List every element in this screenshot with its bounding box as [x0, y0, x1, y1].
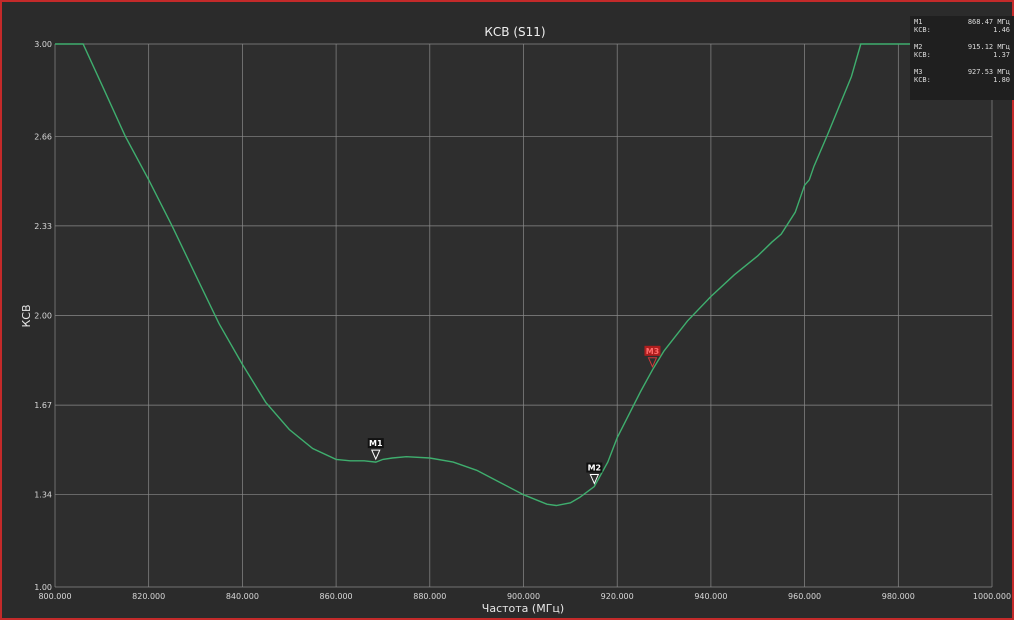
x-tick-label: 960.000: [788, 592, 821, 601]
y-tick-label: 1.67: [34, 401, 52, 410]
marker-label: M2: [588, 464, 602, 473]
x-tick-label: 1000.000: [973, 592, 1011, 601]
marker-readout-row: КСВ: 1.80: [910, 76, 1014, 84]
marker-readout-label: КСВ:: [914, 51, 931, 59]
marker-m2[interactable]: M2: [586, 462, 603, 485]
marker-readout-panel: M1 868.47 МГц КСВ: 1.46 M2 915.12 МГц КСВ: 1.37…: [910, 16, 1014, 100]
x-tick-label: 840.000: [226, 592, 259, 601]
marker-readout-value: 1.37: [993, 51, 1010, 59]
marker-readout-row: M2 915.12 МГц: [910, 43, 1014, 51]
marker-readout-row: M3 927.53 МГц: [910, 68, 1014, 76]
x-tick-label: 820.000: [132, 592, 165, 601]
marker-label: M1: [369, 439, 383, 448]
y-tick-label: 1.34: [34, 491, 52, 500]
marker-readout-id: M1: [914, 18, 923, 26]
marker-readout-m1: M1 868.47 МГц КСВ: 1.46: [910, 18, 1014, 34]
marker-readout-row: M1 868.47 МГц: [910, 18, 1014, 26]
x-axis-ticks: 800.000 820.000 840.000 860.000 880.000 900.0…: [38, 592, 1011, 601]
marker-readout-row: КСВ: 1.46: [910, 26, 1014, 34]
marker-label-bg: [586, 462, 603, 473]
chart-title: КСВ (S11): [484, 25, 545, 39]
marker-readout-id: M2: [914, 43, 923, 51]
x-tick-label: 800.000: [38, 592, 71, 601]
y-tick-label: 2.33: [34, 222, 52, 231]
grid: [54, 43, 993, 588]
marker-m1[interactable]: M1: [367, 438, 384, 461]
y-axis-label: КСВ: [20, 304, 33, 327]
x-tick-label: 860.000: [320, 592, 353, 601]
marker-readout-value: 1.80: [993, 76, 1010, 84]
y-tick-label: 2.66: [34, 132, 52, 141]
marker-readout-m3: M3 927.53 МГц КСВ: 1.80: [910, 68, 1014, 84]
y-tick-label: 2.00: [34, 312, 52, 321]
markers: M1 M2 M3: [367, 345, 661, 485]
marker-readout-freq: 915.12 МГц: [967, 43, 1010, 51]
x-tick-label: 940.000: [694, 592, 727, 601]
y-axis-ticks: 1.00 1.34 1.67 2.00 2.33 2.66 3.00: [34, 40, 52, 592]
marker-readout-freq: 927.53 МГц: [967, 68, 1010, 76]
x-tick-label: 880.000: [413, 592, 446, 601]
marker-triangle-icon: [589, 474, 600, 485]
marker-readout-freq: 868.47 МГц: [967, 18, 1010, 26]
x-tick-label: 900.000: [507, 592, 540, 601]
marker-label-bg: [644, 345, 661, 356]
marker-readout-value: 1.46: [993, 26, 1010, 34]
marker-label-bg: [367, 438, 384, 449]
marker-readout-m2: M2 915.12 МГц КСВ: 1.37: [910, 43, 1014, 59]
y-tick-label: 1.00: [34, 583, 52, 592]
marker-triangle-icon: [647, 357, 658, 369]
x-tick-label: 980.000: [882, 592, 915, 601]
marker-label: M3: [646, 347, 660, 356]
marker-m3[interactable]: M3: [644, 345, 661, 369]
x-axis-label: Частота (МГц): [482, 602, 564, 615]
marker-readout-label: КСВ:: [914, 76, 931, 84]
x-tick-label: 920.000: [601, 592, 634, 601]
series-line: [55, 43, 992, 507]
marker-readout-row: КСВ: 1.37: [910, 51, 1014, 59]
marker-triangle-icon: [371, 449, 381, 461]
marker-readout-id: M3: [914, 68, 923, 76]
y-tick-label: 3.00: [34, 40, 52, 49]
marker-readout-label: КСВ:: [914, 26, 931, 34]
